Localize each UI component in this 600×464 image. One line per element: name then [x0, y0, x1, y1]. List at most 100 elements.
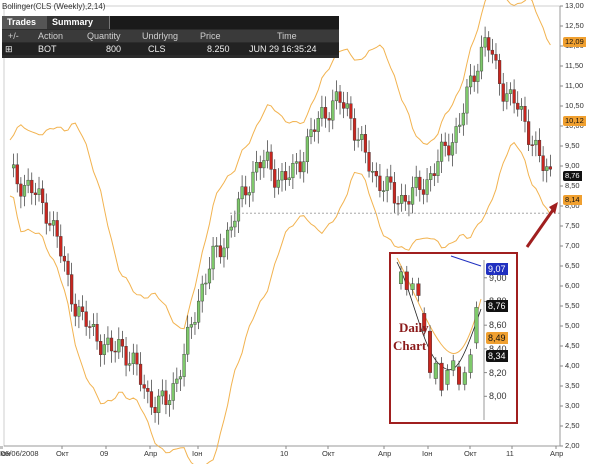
candle-body	[77, 306, 81, 317]
candle-body	[128, 363, 132, 366]
candle-body	[363, 134, 368, 153]
candle-body	[12, 164, 16, 169]
candle-body	[530, 144, 534, 146]
indicator-title: Bollinger(CLS (Weekly),2,14)	[2, 2, 106, 11]
candle-body	[327, 118, 331, 121]
x-tick-label: Іон	[192, 449, 203, 458]
candle-body	[265, 151, 270, 161]
x-tick-label: Окт	[464, 449, 477, 458]
y-tick-label: 2,50	[565, 421, 580, 430]
candle-body	[454, 126, 458, 143]
candle-body	[494, 54, 498, 61]
candle-body	[142, 384, 146, 389]
column-header-price[interactable]: Price	[200, 31, 221, 41]
y-tick-label: 4,50	[565, 341, 580, 350]
candle-body	[15, 164, 19, 185]
column-header-action[interactable]: Action	[38, 31, 64, 41]
candle-body	[501, 83, 505, 102]
expand-icon[interactable]: ⊞	[5, 44, 13, 54]
daily-chart-inset[interactable]: Daily Chart 9,008,808,608,408,208,009,07…	[389, 252, 518, 424]
candle-body	[149, 391, 154, 408]
x-tick-label: Апр	[144, 449, 158, 458]
candle-body	[204, 282, 208, 285]
column-header-plusminus[interactable]: +/-	[8, 31, 19, 41]
candle-body	[200, 283, 204, 302]
candle-body	[59, 236, 63, 257]
candle-body	[117, 339, 121, 353]
table-row[interactable]: ⊞ BOT 800 CLS 8.250 JUN 29 16:35:24	[2, 43, 339, 55]
y-tick-label: 8,00	[565, 201, 580, 210]
candle-body	[298, 161, 302, 173]
candle-body	[284, 171, 288, 180]
candle-body	[255, 162, 259, 173]
candle-body	[472, 75, 476, 82]
price-tag: 8,14	[563, 195, 582, 206]
column-header-quantity[interactable]: Quantity	[87, 31, 121, 41]
candle-body	[44, 202, 48, 224]
candle-body	[30, 179, 34, 194]
y-tick-label: 12,50	[565, 21, 584, 30]
candle-body	[468, 75, 473, 88]
candle-body	[371, 170, 375, 173]
candle-body	[207, 268, 212, 284]
candle-body	[99, 341, 103, 355]
candle-body	[316, 118, 320, 132]
inset-y-tick-label: 9,00	[489, 272, 507, 283]
y-tick-label: 5,50	[565, 301, 580, 310]
y-tick-label: 6,50	[565, 261, 580, 270]
column-header-time[interactable]: Time	[277, 31, 297, 41]
candle-body	[22, 185, 27, 197]
y-tick-label: 11,50	[565, 61, 584, 70]
candle-body	[37, 188, 41, 195]
candle-body	[309, 129, 313, 137]
daily-chart	[396, 255, 487, 420]
inset-candle-body	[428, 330, 433, 373]
candle-body	[146, 388, 150, 392]
candle-body	[476, 70, 480, 82]
candle-body	[505, 93, 509, 102]
tab-summary[interactable]: Summary	[47, 16, 110, 29]
y-tick-label: 10,50	[565, 101, 584, 110]
candle-body	[534, 139, 538, 146]
candle-body	[360, 134, 364, 140]
candle-body	[48, 223, 52, 226]
candle-body	[171, 383, 175, 401]
column-header-underlying[interactable]: Undrlyng	[142, 31, 179, 41]
trade-action: BOT	[38, 44, 57, 54]
candle-body	[461, 112, 465, 126]
candle-body	[113, 350, 117, 353]
candle-body	[334, 91, 338, 102]
candle-body	[508, 89, 513, 94]
candle-body	[218, 245, 222, 258]
candle-body	[367, 152, 371, 172]
candle-body	[294, 161, 299, 164]
y-tick-label: 4,00	[565, 361, 580, 370]
candle-body	[51, 220, 56, 226]
y-tick-label: 5,00	[565, 321, 580, 330]
candle-body	[331, 100, 335, 121]
candle-body	[229, 226, 233, 231]
candle-body	[378, 175, 382, 191]
candle-body	[512, 89, 516, 104]
candle-body	[211, 245, 215, 270]
candle-body	[276, 179, 280, 188]
candle-body	[429, 173, 433, 180]
candle-body	[305, 136, 309, 162]
candle-body	[516, 102, 520, 110]
candle-body	[196, 300, 201, 323]
tab-trades[interactable]: Trades	[2, 16, 51, 29]
y-tick-label: 6,00	[565, 281, 580, 290]
candle-body	[102, 344, 106, 355]
callout-arrow-line	[525, 206, 557, 248]
inset-candle-body	[416, 283, 421, 296]
candle-body	[62, 255, 66, 262]
candle-body	[273, 169, 277, 188]
inset-blue-line	[450, 255, 482, 267]
trades-header: +/- Action Quantity Undrlyng Price Time	[2, 30, 339, 42]
candle-body	[392, 182, 397, 204]
candle-body	[80, 306, 85, 312]
candle-body	[124, 346, 128, 366]
trade-time: JUN 29 16:35:24	[249, 44, 317, 54]
inset-candle-body	[462, 372, 467, 385]
